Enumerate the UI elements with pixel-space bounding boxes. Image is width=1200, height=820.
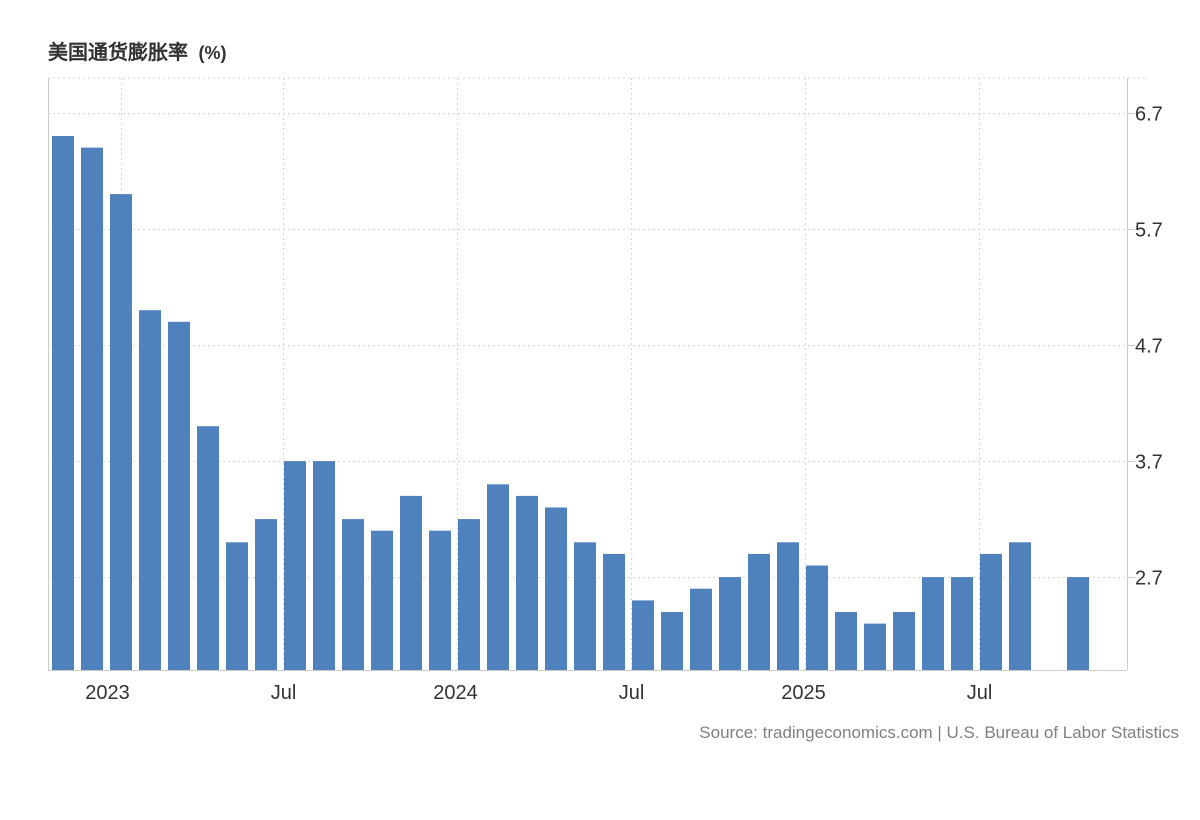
bar bbox=[893, 612, 915, 670]
source-note: Source: tradingeconomics.com | U.S. Bure… bbox=[699, 723, 1179, 742]
bar bbox=[1009, 542, 1031, 670]
y-tick-label: 3.7 bbox=[1135, 452, 1163, 474]
y-tick-label: 5.7 bbox=[1135, 220, 1163, 242]
x-tick-label: 2025 bbox=[781, 682, 826, 704]
bar bbox=[574, 542, 596, 670]
bar bbox=[719, 577, 741, 670]
bar bbox=[864, 623, 886, 670]
x-tick-label: Jul bbox=[967, 682, 993, 704]
bar bbox=[980, 553, 1002, 670]
x-axis-tick-labels: 2023 Jul 2024 Jul 2025 Jul bbox=[85, 682, 992, 704]
y-axis-tick-labels: 2.7 3.7 4.7 5.7 6.7 bbox=[1135, 104, 1163, 590]
x-tick-label: 2023 bbox=[85, 682, 130, 704]
x-tick-label: Jul bbox=[271, 682, 297, 704]
bar bbox=[922, 577, 944, 670]
y-tick-label: 4.7 bbox=[1135, 336, 1163, 358]
bar bbox=[429, 530, 451, 670]
y-tick-label: 6.7 bbox=[1135, 104, 1163, 126]
bar bbox=[806, 565, 828, 670]
bar bbox=[632, 600, 654, 670]
bar bbox=[1067, 577, 1089, 670]
bar bbox=[313, 461, 335, 670]
x-tick-label: Jul bbox=[619, 682, 645, 704]
chart-title-unit: (%) bbox=[198, 43, 226, 63]
chart-title: 美国通货膨胀率 (%) bbox=[48, 40, 226, 64]
bar bbox=[342, 519, 364, 670]
bar bbox=[52, 136, 74, 670]
y-tick-label: 2.7 bbox=[1135, 568, 1163, 590]
bar bbox=[371, 530, 393, 670]
bar bbox=[400, 495, 422, 670]
bar-series bbox=[52, 136, 1089, 671]
bar bbox=[284, 461, 306, 670]
bar bbox=[516, 495, 538, 670]
bar bbox=[661, 612, 683, 670]
chart-title-text: 美国通货膨胀率 bbox=[48, 40, 188, 64]
bar bbox=[951, 577, 973, 670]
bar bbox=[139, 310, 161, 670]
bar bbox=[226, 542, 248, 670]
bar bbox=[835, 612, 857, 670]
bar bbox=[690, 588, 712, 670]
x-tick-label: 2024 bbox=[433, 682, 478, 704]
bar bbox=[197, 426, 219, 670]
bar bbox=[168, 321, 190, 670]
bar bbox=[458, 519, 480, 670]
bar bbox=[110, 194, 132, 670]
bar bbox=[81, 147, 103, 671]
bar bbox=[545, 507, 567, 670]
bar bbox=[255, 519, 277, 670]
bar bbox=[603, 553, 625, 670]
bar bbox=[777, 542, 799, 670]
bar bbox=[748, 553, 770, 670]
bar bbox=[487, 484, 509, 670]
axes bbox=[48, 78, 1135, 671]
